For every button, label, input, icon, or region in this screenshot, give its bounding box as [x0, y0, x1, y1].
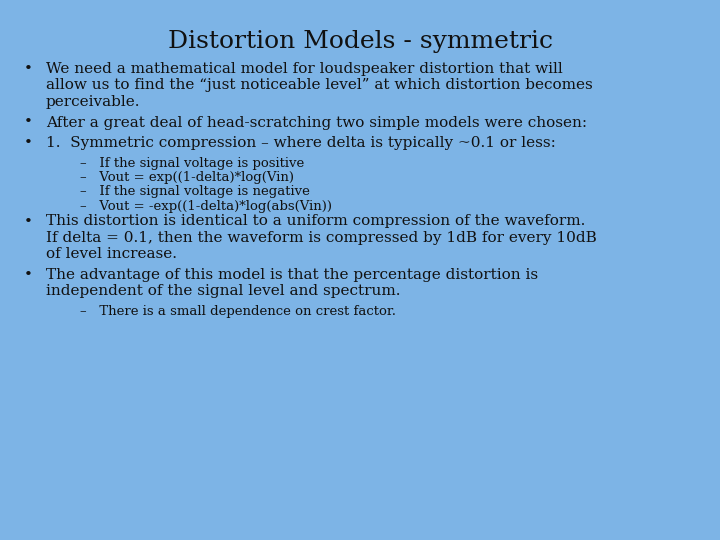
Text: –   There is a small dependence on crest factor.: – There is a small dependence on crest f… [80, 305, 396, 318]
Text: allow us to find the “just noticeable level” at which distortion becomes: allow us to find the “just noticeable le… [46, 78, 593, 92]
Text: After a great deal of head-scratching two simple models were chosen:: After a great deal of head-scratching tw… [46, 116, 587, 130]
Text: of level increase.: of level increase. [46, 247, 177, 261]
Text: •: • [24, 62, 32, 76]
Text: 1.  Symmetric compression – where delta is typically ~0.1 or less:: 1. Symmetric compression – where delta i… [46, 136, 556, 150]
Text: We need a mathematical model for loudspeaker distortion that will: We need a mathematical model for loudspe… [46, 62, 563, 76]
Text: •: • [24, 268, 32, 282]
Text: –   If the signal voltage is positive: – If the signal voltage is positive [80, 157, 305, 170]
Text: The advantage of this model is that the percentage distortion is: The advantage of this model is that the … [46, 268, 538, 282]
Text: independent of the signal level and spectrum.: independent of the signal level and spec… [46, 285, 400, 299]
Text: This distortion is identical to a uniform compression of the waveform.: This distortion is identical to a unifor… [46, 214, 585, 228]
Text: –   Vout = exp((1-delta)*log(Vin): – Vout = exp((1-delta)*log(Vin) [80, 171, 294, 184]
Text: •: • [24, 214, 32, 228]
Text: •: • [24, 116, 32, 130]
Text: –   Vout = -exp((1-delta)*log(abs(Vin)): – Vout = -exp((1-delta)*log(abs(Vin)) [80, 200, 332, 213]
Text: •: • [24, 136, 32, 150]
Text: Distortion Models - symmetric: Distortion Models - symmetric [168, 30, 552, 53]
Text: –   If the signal voltage is negative: – If the signal voltage is negative [80, 186, 310, 199]
Text: perceivable.: perceivable. [46, 95, 140, 109]
Text: If delta = 0.1, then the waveform is compressed by 1dB for every 10dB: If delta = 0.1, then the waveform is com… [46, 231, 597, 245]
